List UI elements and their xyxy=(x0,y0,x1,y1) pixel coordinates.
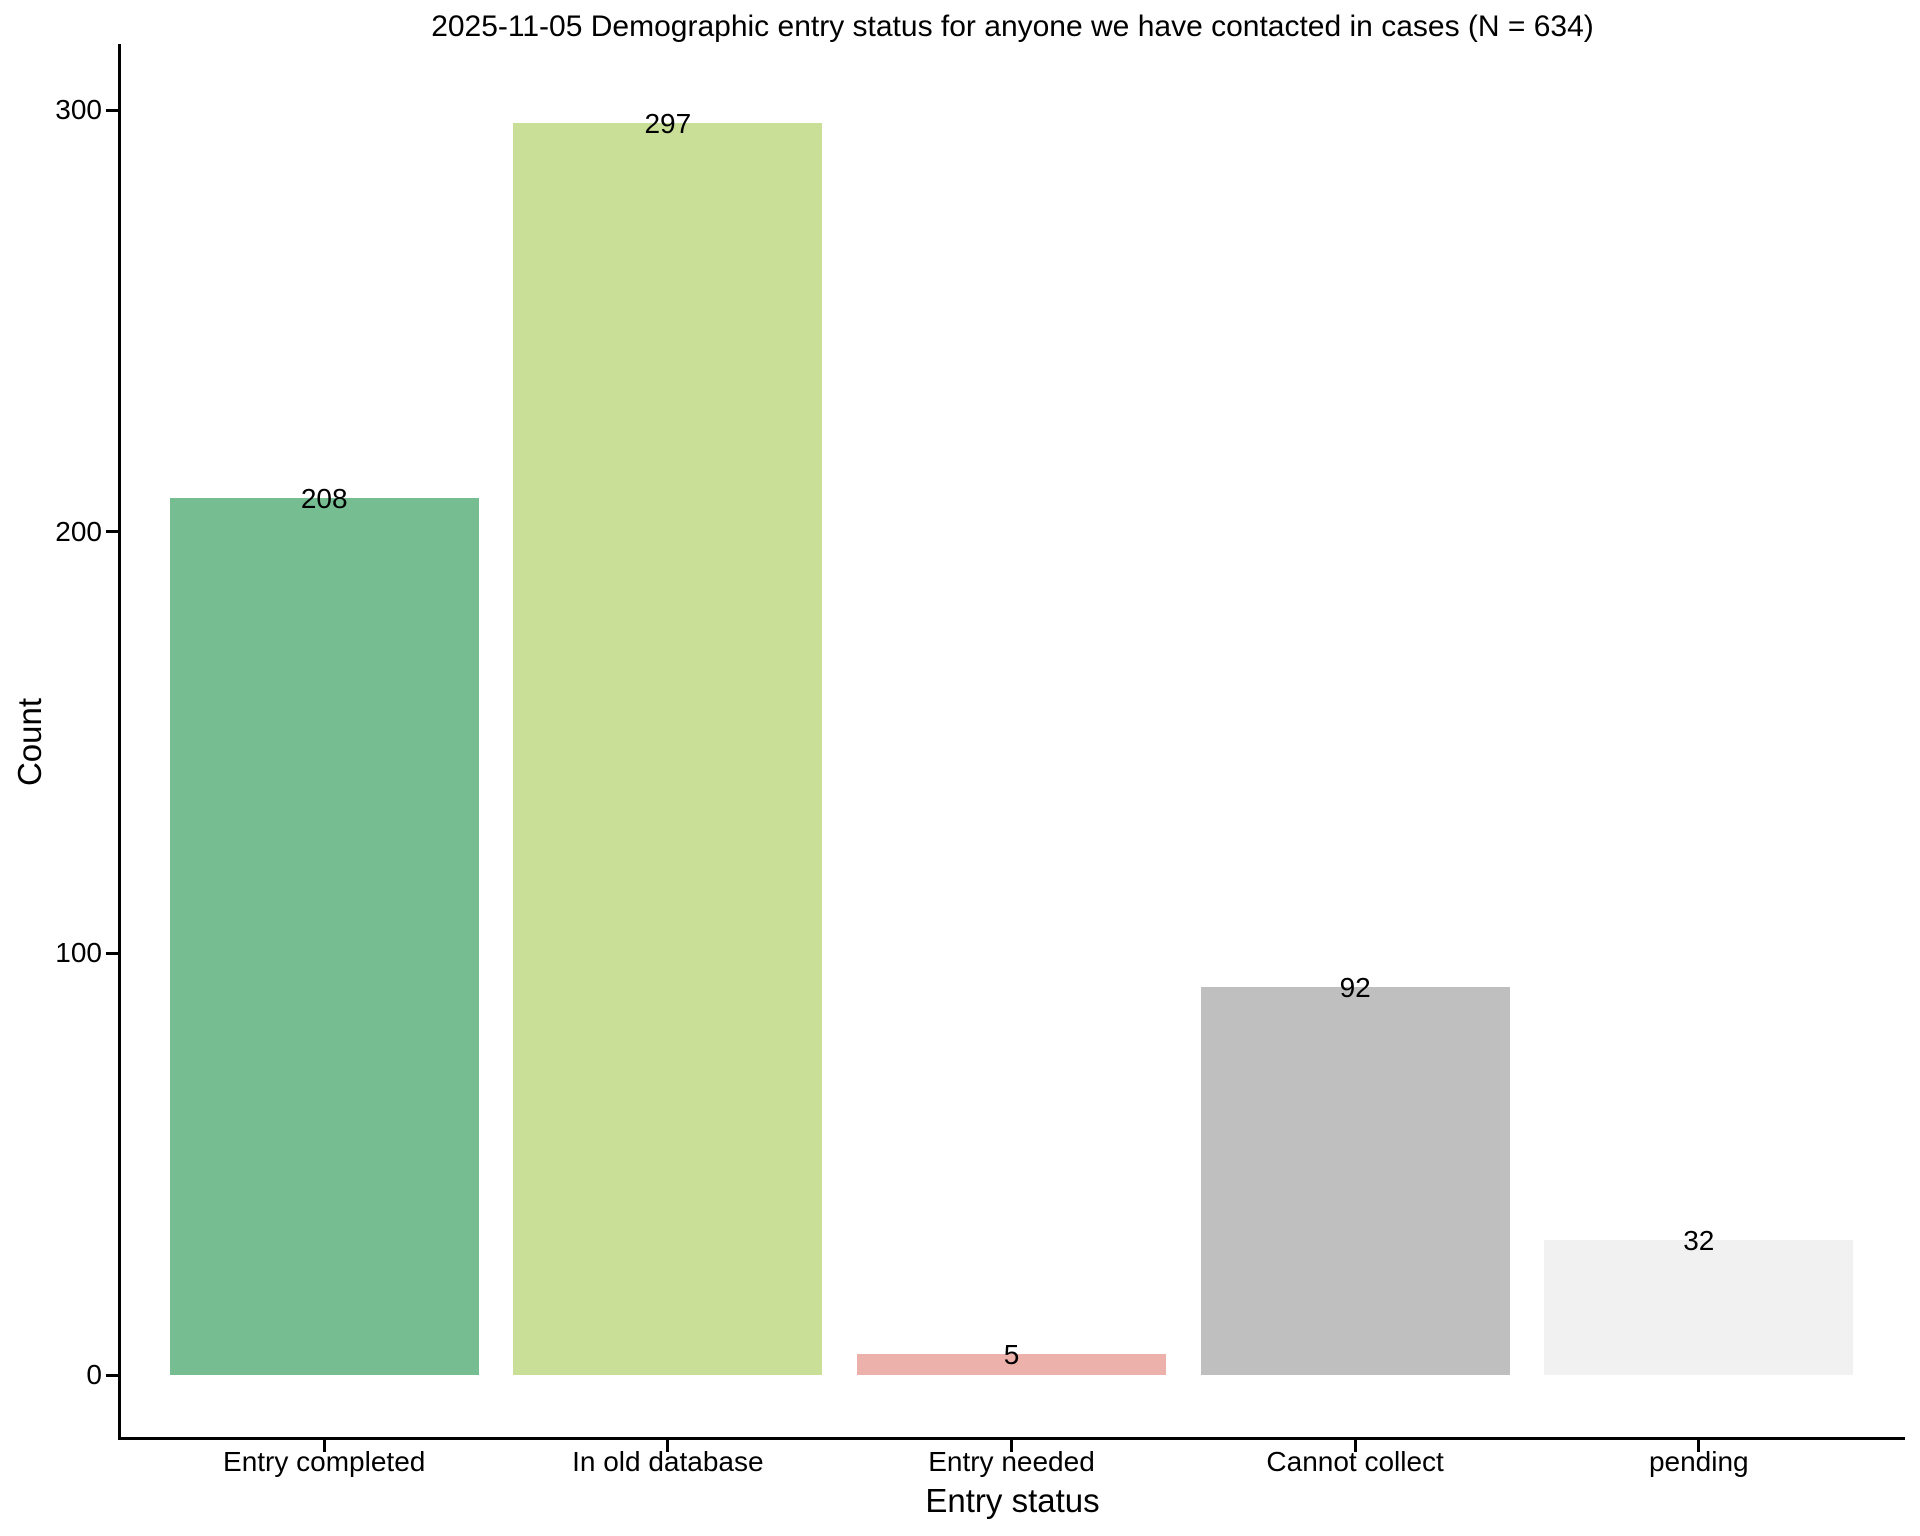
bar-entry-completed xyxy=(169,497,479,1375)
bar-pending xyxy=(1544,1240,1854,1375)
bar-value-label: 5 xyxy=(1003,1338,1020,1370)
bar-entry-needed xyxy=(856,1353,1167,1375)
bar-value-label: 297 xyxy=(644,107,692,139)
x-tick-mark xyxy=(1697,1440,1701,1452)
x-tick-label: Entry needed xyxy=(928,1446,1095,1477)
x-tick-mark xyxy=(322,1440,326,1452)
y-tick-label: 100 xyxy=(55,937,102,969)
x-axis-line xyxy=(118,1437,1905,1440)
x-tick-label: Cannot collect xyxy=(1266,1446,1444,1477)
bar-value-label: 92 xyxy=(1339,972,1371,1004)
bar-value-label: 208 xyxy=(300,482,348,514)
x-tick-label: pending xyxy=(1648,1446,1749,1477)
y-tick-mark xyxy=(106,951,118,955)
bar-cannot-collect xyxy=(1200,987,1510,1375)
y-tick-mark xyxy=(106,108,118,112)
x-tick-mark xyxy=(1010,1440,1013,1452)
x-axis-title: Entry status xyxy=(925,1482,1100,1519)
y-tick-label: 0 xyxy=(86,1359,102,1390)
y-tick-label: 300 xyxy=(55,94,102,125)
chart-title: 2025-11-05 Demographic entry status for … xyxy=(431,10,1594,43)
x-tick-mark xyxy=(1353,1440,1357,1452)
y-tick-mark xyxy=(106,530,118,534)
y-axis-line xyxy=(118,44,121,1440)
y-tick-mark xyxy=(106,1373,118,1377)
x-tick-mark xyxy=(666,1440,670,1452)
x-tick-label: In old database xyxy=(572,1446,764,1477)
x-tick-label: Entry completed xyxy=(223,1446,426,1477)
y-tick-label: 200 xyxy=(55,515,102,547)
bar-value-label: 32 xyxy=(1683,1225,1715,1257)
y-axis-title: Count xyxy=(11,697,48,787)
bar-in-old-database xyxy=(513,122,823,1375)
